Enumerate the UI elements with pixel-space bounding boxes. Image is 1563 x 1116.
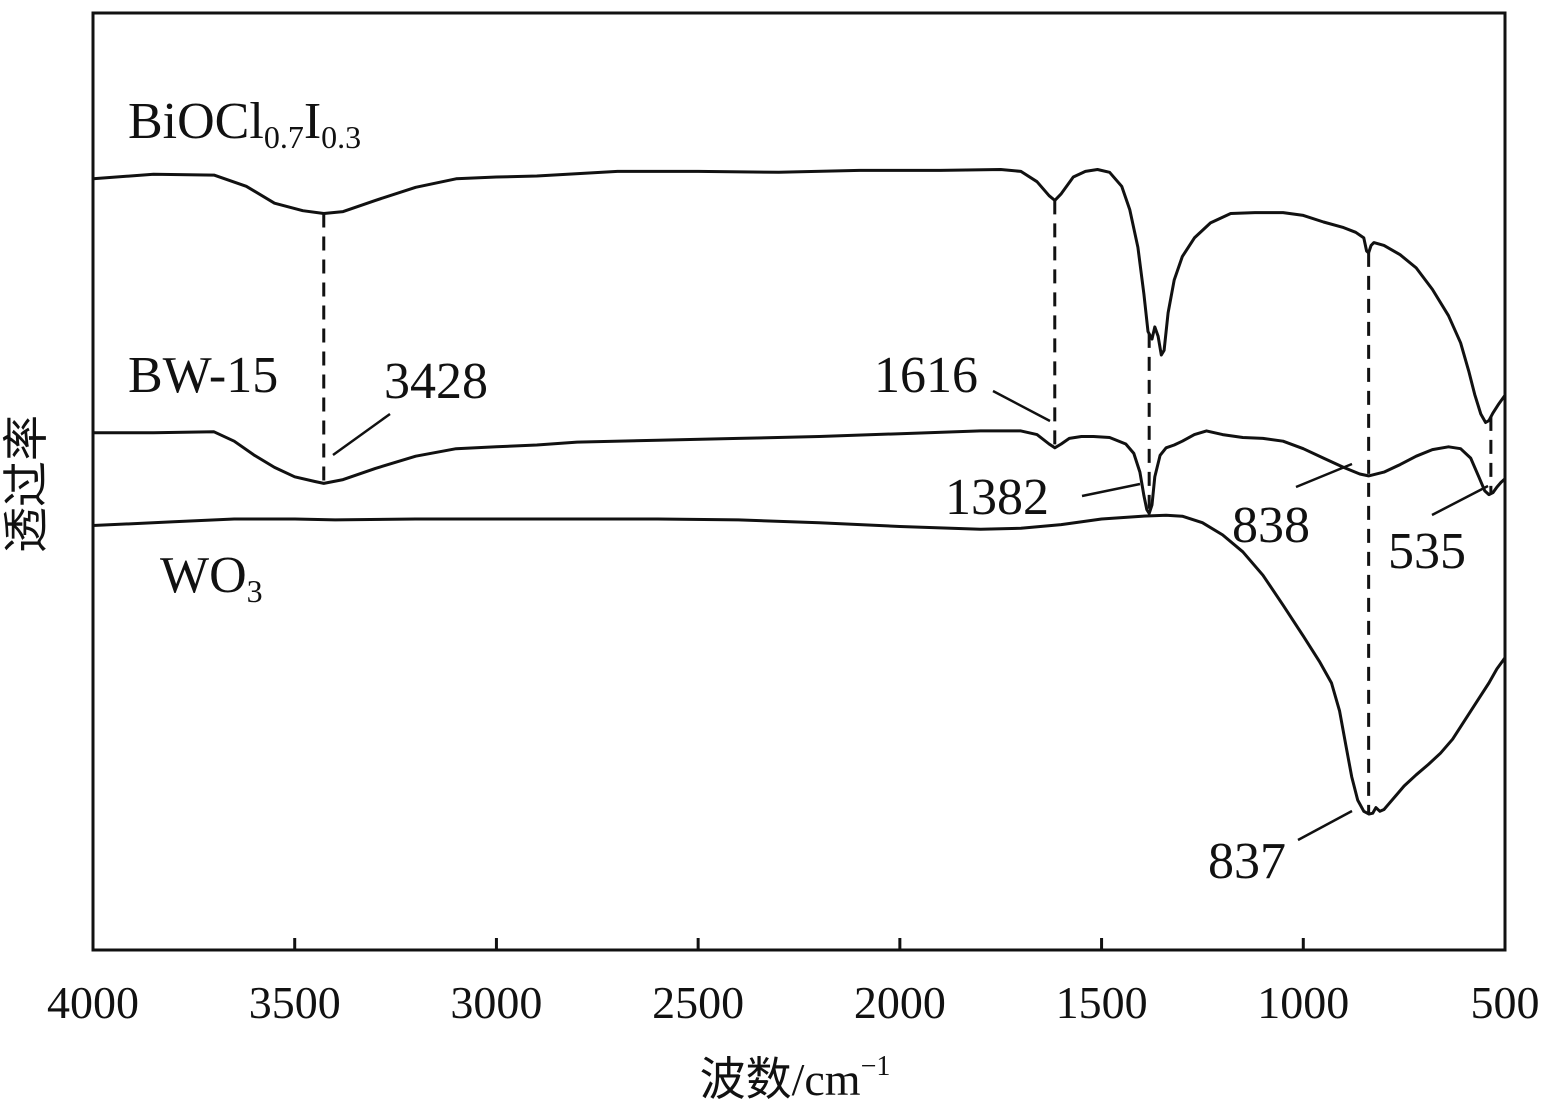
series-layer xyxy=(92,168,1507,816)
annotation-label-1382: 1382 xyxy=(945,469,1049,526)
series-label-part: 0.7 xyxy=(264,119,304,155)
y-axis-label: 透过率 xyxy=(1,415,52,553)
reference-lines xyxy=(322,200,1493,814)
x-tick-label-2500: 2500 xyxy=(652,977,744,1028)
peak-annotations: 3428 1616 1382 838 535 837 xyxy=(332,347,1489,890)
x-tick-label-1000: 1000 xyxy=(1257,977,1349,1028)
annotation-leader-1382 xyxy=(1081,482,1141,498)
series-label-part: BW-15 xyxy=(128,347,278,404)
series-label-part: BiOCl xyxy=(128,93,264,150)
annotation-leader-535 xyxy=(1431,484,1489,517)
x-tick-label-3500: 3500 xyxy=(249,977,341,1028)
series-label-part: I xyxy=(304,93,321,150)
series-label-wo3: WO3 xyxy=(160,547,263,609)
series-line-bw-15 xyxy=(93,429,1507,515)
annotation-leader-1616 xyxy=(992,389,1051,423)
x-tick-label-1500: 1500 xyxy=(1056,977,1148,1028)
series-label-part: WO xyxy=(160,547,247,604)
x-axis-label: 波数/cm−1 xyxy=(700,1051,891,1105)
series-label-part: 0.3 xyxy=(321,119,361,155)
series-line-biocl0-7i0-3 xyxy=(92,168,1507,424)
series-label-biocl0-7i0-3: BiOCl0.7I0.3 xyxy=(128,93,361,155)
series-label-bw-15: BW-15 xyxy=(128,347,278,404)
x-tick-label-500: 500 xyxy=(1471,977,1540,1028)
series-label-part: 3 xyxy=(247,573,263,609)
annotation-label-3428: 3428 xyxy=(384,353,488,410)
annotation-label-1616: 1616 xyxy=(874,347,978,404)
x-tick-label-2000: 2000 xyxy=(854,977,946,1028)
x-axis-tick-labels: 4000 3500 3000 2500 2000 1500 1000 500 xyxy=(47,977,1540,1028)
x-axis-label-exponent: −1 xyxy=(861,1051,891,1082)
x-tick-label-4000: 4000 xyxy=(47,977,139,1028)
annotation-leader-838 xyxy=(1295,462,1353,489)
x-tick-label-3000: 3000 xyxy=(450,977,542,1028)
annotation-leader-837 xyxy=(1297,809,1353,842)
plot-frame xyxy=(91,11,1507,952)
x-axis-ticks xyxy=(91,938,1507,950)
x-axis-label-main: 波数/cm xyxy=(700,1054,861,1105)
annotation-label-837: 837 xyxy=(1208,833,1286,890)
annotation-leader-3428 xyxy=(332,412,391,457)
series-line-wo3 xyxy=(92,513,1507,816)
series-labels: BiOCl0.7I0.3 BW-15 WO3 xyxy=(128,93,361,609)
annotation-label-838: 838 xyxy=(1232,497,1310,554)
annotation-label-535: 535 xyxy=(1388,523,1466,580)
